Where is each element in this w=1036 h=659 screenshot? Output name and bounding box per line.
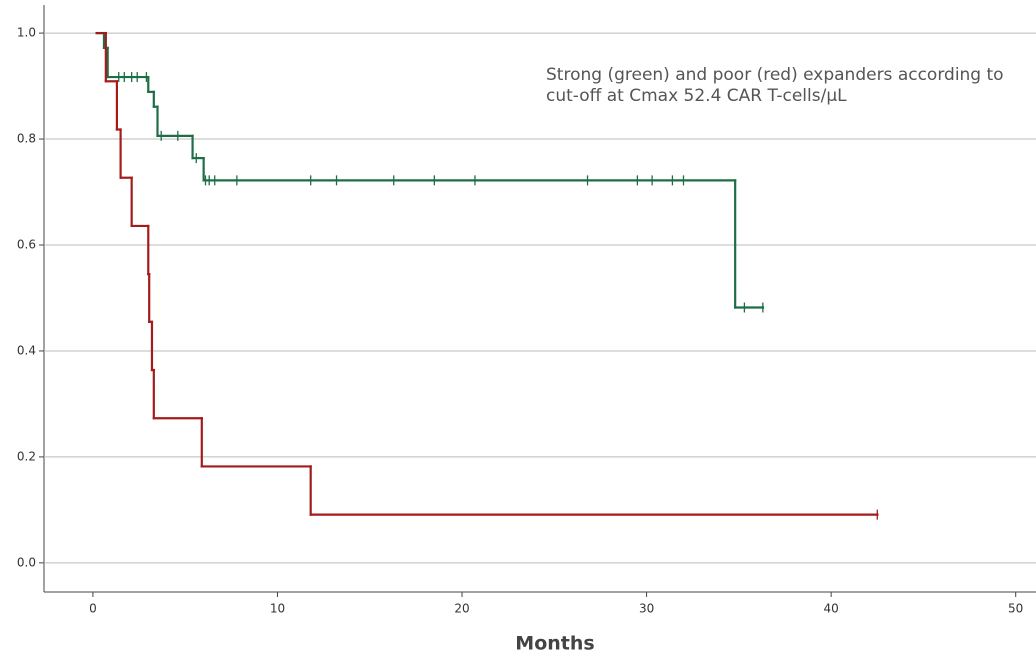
x-tick-label: 0 xyxy=(89,602,97,616)
y-tick-label: 0.2 xyxy=(17,449,36,463)
x-tick-label: 40 xyxy=(823,602,838,616)
x-tick-label: 50 xyxy=(1008,602,1023,616)
annotation-line: Strong (green) and poor (red) expanders … xyxy=(546,65,1004,85)
y-tick-label: 0.4 xyxy=(17,343,36,357)
y-tick-label: 0.8 xyxy=(17,132,36,146)
annotation-line: cut-off at Cmax 52.4 CAR T-cells/µL xyxy=(546,86,847,106)
x-tick-label: 30 xyxy=(639,602,654,616)
x-tick-label: 20 xyxy=(454,602,469,616)
x-tick-label: 10 xyxy=(270,602,285,616)
x-axis-label: Months xyxy=(515,633,594,655)
y-tick-label: 0.0 xyxy=(17,555,36,569)
y-tick-label: 0.6 xyxy=(17,237,36,251)
y-tick-label: 1.0 xyxy=(17,26,36,40)
